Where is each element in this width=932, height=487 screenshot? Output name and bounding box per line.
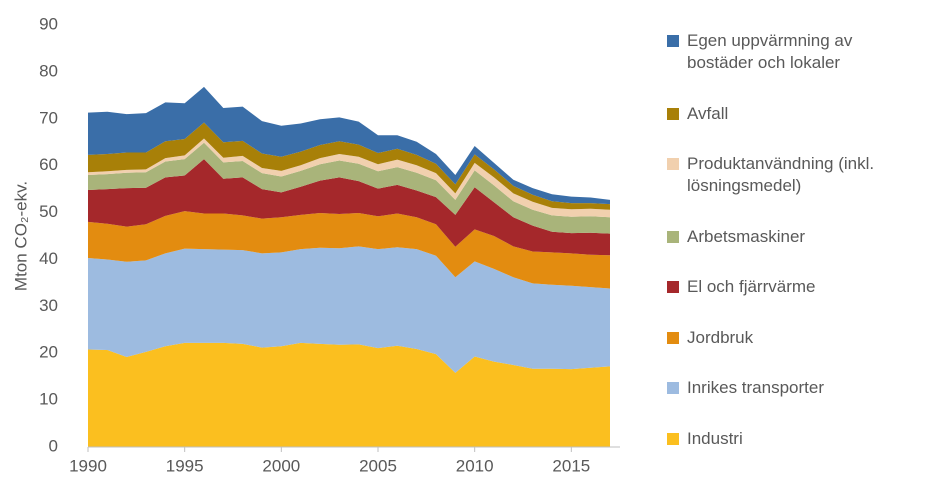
legend-label: Egen uppvärmning av bostäder och lokaler (687, 31, 853, 72)
legend-label: El och fjärrvärme (687, 277, 816, 297)
area (88, 122, 610, 210)
area (88, 211, 610, 289)
legend-item: El och fjärrvärme (665, 276, 925, 298)
legend-swatch (667, 107, 679, 120)
area (88, 342, 610, 447)
legend-label: Jordbruk (687, 327, 754, 347)
legend-item: Jordbruk (665, 327, 925, 349)
area (88, 86, 610, 205)
x-tick-label: 1990 (69, 456, 107, 475)
y-tick-label: 10 (39, 390, 58, 409)
legend-swatch (667, 281, 679, 294)
y-tick-label: 20 (39, 343, 58, 362)
plot: Mton CO₂-ekv. 0 10 20 30 40 50 60 70 80 90 1990 199… (11, 14, 620, 475)
legend-swatch (667, 331, 679, 344)
x-tick-label: 2000 (262, 456, 300, 475)
legend-swatch (667, 158, 679, 171)
x-tick-label: 2005 (359, 456, 397, 475)
y-tick-label: 80 (39, 61, 58, 80)
y-axis-label: Mton CO₂-ekv. (11, 181, 30, 291)
legend-item: Egen uppvärmning av bostäder och lokaler (665, 30, 925, 74)
y-tick-label: 30 (39, 296, 58, 315)
y-tick-label: 70 (39, 108, 58, 127)
legend-item: Avfall (665, 103, 925, 125)
legend-item: Produktanvändning (inkl. lösningsmedel) (665, 153, 925, 197)
legend-swatch (667, 35, 679, 47)
legend-label: Inrikes transporter (687, 378, 824, 398)
y-tick-label: 50 (39, 202, 58, 221)
y-tick-label: 40 (39, 249, 58, 268)
legend-item: Inrikes transporter (665, 377, 925, 399)
legend-item: Industri (665, 428, 925, 450)
area (88, 246, 610, 373)
legend-label: Arbetsmaskiner (687, 226, 806, 246)
legend-swatch (667, 432, 679, 445)
x-tick-label: 2010 (456, 456, 494, 475)
area (88, 138, 610, 218)
legend-item: Arbetsmaskiner (665, 226, 925, 248)
y-tick-label: 0 (49, 436, 58, 455)
legend-swatch (667, 230, 679, 243)
legend-swatch (667, 382, 679, 395)
x-tick-label: 1995 (166, 456, 204, 475)
area (88, 159, 610, 256)
legend-label: Produktanvändning (inkl. lösningsmedel) (687, 154, 875, 196)
y-tick-label: 90 (39, 14, 58, 33)
x-tick-label: 2015 (552, 456, 590, 475)
legend: Egen uppvärmning av bostäder och lokaler… (665, 30, 925, 450)
legend-label: Industri (687, 428, 743, 448)
y-tick-label: 60 (39, 155, 58, 174)
area (88, 142, 610, 234)
legend-label: Avfall (687, 103, 729, 123)
